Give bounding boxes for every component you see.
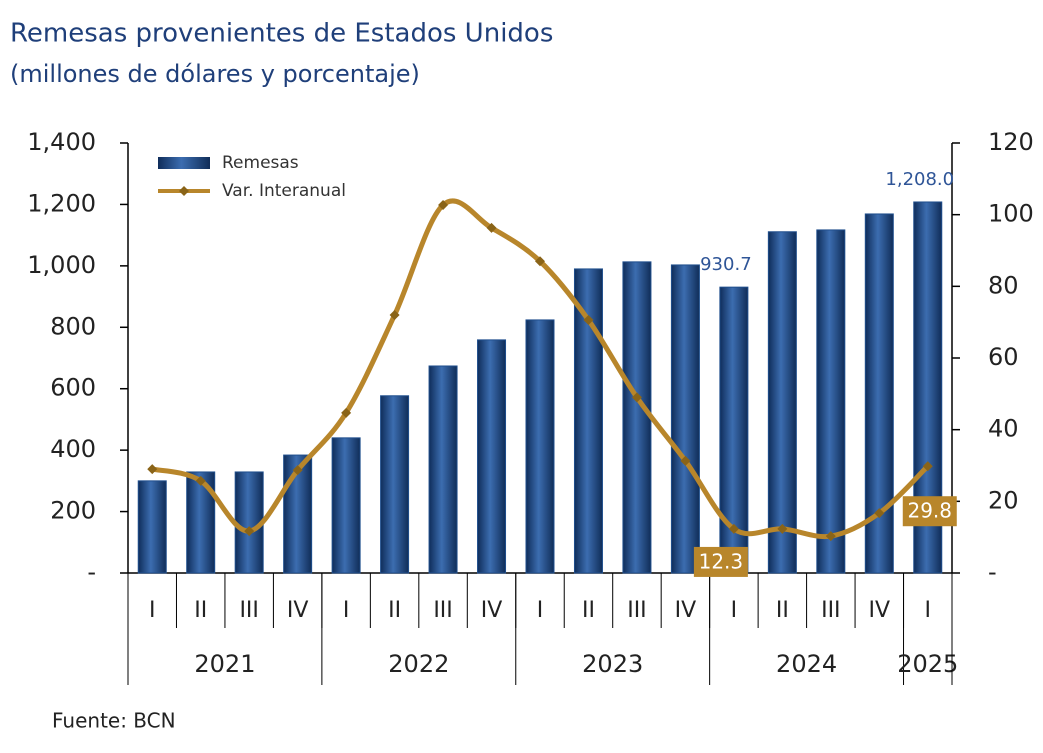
line-marker — [680, 455, 691, 466]
y2-tick-label: 80 — [988, 271, 1019, 299]
year-label: 2023 — [582, 650, 643, 678]
bar — [816, 229, 846, 574]
y-tick-label: 1,400 — [27, 128, 96, 156]
bar — [525, 319, 555, 574]
y2-tick-label: 60 — [988, 343, 1019, 371]
line-value-label: 12.3 — [699, 549, 744, 573]
y-tick-label: 600 — [50, 374, 96, 402]
y2-tick-label: - — [988, 558, 997, 586]
line-marker — [292, 465, 303, 476]
y-tick-label: 800 — [50, 312, 96, 340]
legend-label: Remesas — [222, 153, 299, 173]
bar — [137, 480, 167, 574]
bar — [670, 264, 700, 574]
line-marker — [438, 199, 449, 210]
y2-tick-label: 20 — [988, 486, 1019, 514]
line-marker — [631, 392, 642, 403]
bar — [477, 339, 507, 574]
x-tick-label: I — [925, 598, 932, 623]
x-tick-label: II — [388, 598, 401, 623]
line-marker — [825, 531, 836, 542]
year-label: 2024 — [776, 650, 837, 678]
y2-tick-label: 120 — [988, 128, 1034, 156]
bar-value-label: 1,208.0 — [885, 169, 954, 190]
year-label: 2022 — [388, 650, 449, 678]
x-tick-label: II — [582, 598, 595, 623]
x-tick-label: IV — [675, 598, 697, 623]
bar — [622, 261, 652, 574]
line-value-label: 29.8 — [907, 499, 952, 523]
bar — [331, 437, 361, 574]
x-tick-label: IV — [287, 598, 309, 623]
y-tick-label: 200 — [50, 497, 96, 525]
bar-value-label: 930.7 — [700, 254, 752, 275]
year-label: 2025 — [897, 650, 958, 678]
source: Fuente: BCN — [52, 709, 176, 733]
line-marker — [728, 523, 739, 534]
bar — [234, 471, 264, 574]
line-marker — [147, 464, 158, 475]
bar — [573, 268, 603, 574]
y-tick-label: 1,200 — [27, 189, 96, 217]
x-tick-label: III — [627, 598, 646, 623]
x-tick-label: III — [239, 598, 258, 623]
line-marker — [486, 222, 497, 233]
line-marker — [777, 523, 788, 534]
line-marker — [195, 475, 206, 486]
y-tick-label: - — [87, 558, 96, 586]
legend-swatch — [158, 157, 210, 169]
x-tick-label: I — [149, 598, 156, 623]
line-marker — [341, 407, 352, 418]
bar — [380, 395, 410, 574]
x-tick-label: III — [433, 598, 452, 623]
chart-subtitle: (millones de dólares y porcentaje) — [10, 60, 420, 88]
legend-marker — [179, 186, 189, 196]
legend-label: Var. Interanual — [222, 181, 346, 201]
x-tick-label: I — [537, 598, 544, 623]
x-tick-label: III — [821, 598, 840, 623]
x-tick-label: I — [731, 598, 738, 623]
line-value-box — [693, 546, 748, 577]
chart-title: Remesas provenientes de Estados Unidos — [10, 19, 553, 49]
x-tick-label: II — [776, 598, 789, 623]
y2-tick-label: 100 — [988, 200, 1034, 228]
x-tick-label: IV — [869, 598, 891, 623]
line-marker — [922, 461, 933, 472]
y2-tick-label: 40 — [988, 415, 1019, 443]
y-tick-label: 1,000 — [27, 251, 96, 279]
line-marker — [244, 526, 255, 537]
x-tick-label: II — [194, 598, 207, 623]
line-marker — [389, 310, 400, 320]
line-marker — [535, 256, 545, 267]
x-tick-label: IV — [481, 598, 503, 623]
bar — [767, 231, 797, 574]
year-label: 2021 — [194, 650, 255, 678]
bar — [428, 365, 458, 574]
x-tick-label: I — [343, 598, 350, 623]
y-tick-label: 400 — [50, 435, 96, 463]
line-marker — [874, 508, 885, 519]
line-value-box — [902, 496, 957, 527]
line-marker — [583, 315, 594, 326]
